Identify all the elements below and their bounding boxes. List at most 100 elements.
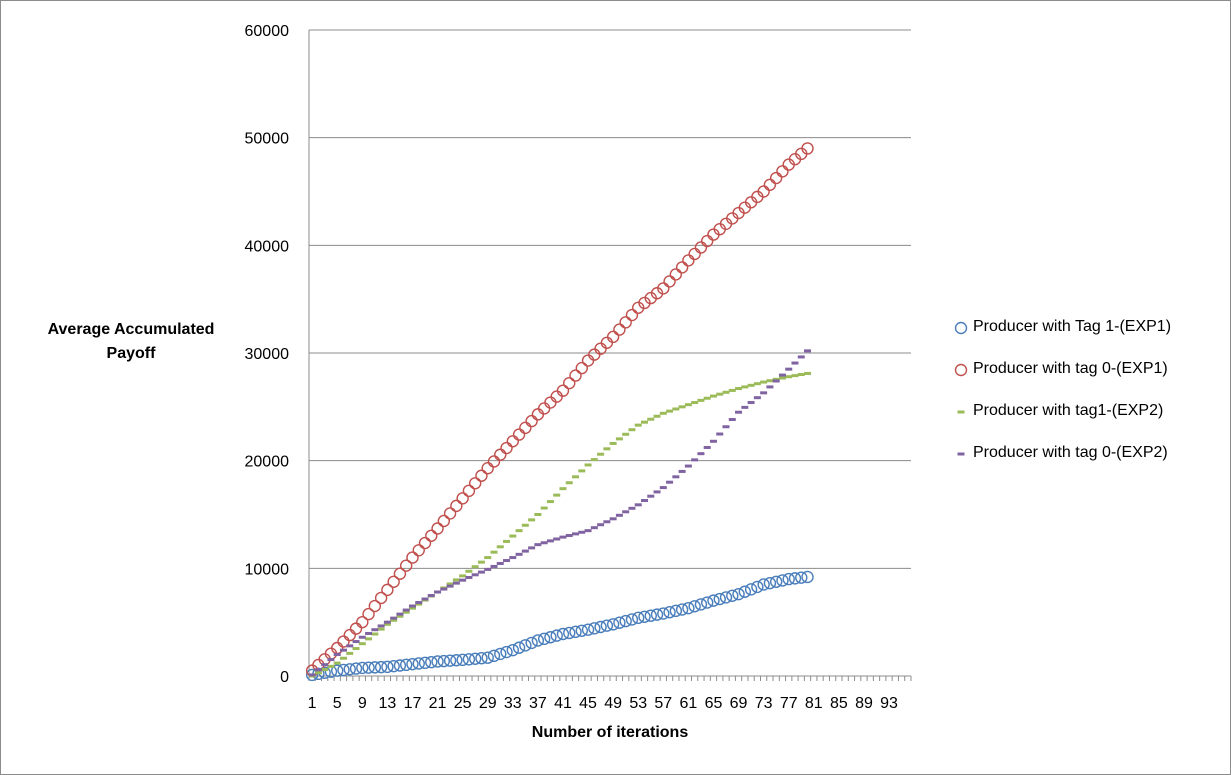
data-point (776, 165, 789, 178)
data-point (537, 402, 551, 415)
data-point (358, 635, 366, 639)
data-point (399, 658, 413, 672)
data-point (716, 392, 724, 396)
data-point (672, 407, 680, 411)
data-point (728, 388, 736, 392)
data-point (346, 651, 354, 655)
data-point (565, 533, 573, 537)
data-point (785, 375, 793, 379)
data-point (778, 376, 786, 380)
data-point (700, 234, 714, 248)
data-point (333, 652, 341, 656)
dash-marker-icon (957, 452, 965, 456)
data-point (525, 636, 538, 650)
data-point (333, 661, 341, 665)
data-point (559, 487, 567, 491)
data-point (487, 455, 501, 468)
series-1 (305, 142, 814, 677)
data-point (766, 379, 774, 383)
data-point (421, 597, 429, 601)
data-point (625, 613, 639, 626)
data-point (500, 645, 513, 659)
legend-dash-mark (957, 452, 965, 456)
data-point (606, 330, 620, 344)
data-point (688, 247, 701, 261)
data-point (644, 609, 657, 622)
data-point (553, 493, 561, 497)
data-point (622, 510, 630, 514)
x-tick-label: 69 (730, 695, 748, 712)
data-point (697, 398, 705, 402)
data-point (606, 618, 620, 631)
data-point (528, 546, 536, 550)
data-point (425, 655, 438, 669)
data-point (305, 668, 319, 682)
data-point (415, 601, 423, 605)
data-point (371, 628, 379, 632)
data-point (337, 635, 350, 648)
data-point (521, 549, 529, 553)
data-point (477, 570, 485, 574)
data-point (600, 619, 614, 632)
data-point (346, 644, 354, 648)
data-point (321, 663, 329, 667)
y-tick-label: 50000 (245, 131, 290, 148)
data-point (663, 606, 676, 619)
data-point (735, 387, 743, 391)
data-point (471, 565, 479, 569)
data-point (763, 576, 777, 590)
y-tick-label: 10000 (245, 561, 290, 578)
data-point (640, 420, 648, 424)
data-point (331, 664, 344, 677)
data-point (563, 626, 576, 640)
data-point (791, 361, 799, 365)
data-point (406, 657, 419, 671)
data-point (362, 661, 375, 674)
data-point (468, 477, 482, 490)
data-point (663, 275, 676, 288)
x-tick-label: 45 (579, 695, 597, 712)
x-tick-label: 65 (705, 695, 723, 712)
data-point (434, 590, 442, 594)
x-tick-label: 61 (679, 695, 697, 712)
x-tick-label: 57 (654, 695, 672, 712)
data-point (628, 506, 636, 510)
data-point (653, 490, 661, 494)
data-point (339, 656, 347, 660)
data-point (669, 604, 683, 618)
data-point (753, 396, 761, 400)
data-point (356, 661, 369, 675)
data-point (757, 185, 770, 198)
x-tick-label: 13 (378, 695, 396, 712)
axes (308, 30, 912, 681)
data-point (531, 408, 545, 421)
data-point (603, 520, 611, 524)
data-point (609, 517, 617, 521)
data-point (703, 445, 711, 449)
data-point (776, 574, 789, 587)
data-point (669, 268, 683, 281)
data-point (550, 629, 563, 642)
data-point (431, 655, 444, 668)
data-point (590, 526, 598, 530)
data-point (509, 556, 517, 560)
data-point (381, 583, 394, 597)
data-point (368, 661, 382, 674)
data-point (374, 660, 388, 674)
data-point (468, 652, 482, 665)
data-point (678, 405, 686, 409)
data-point (588, 622, 601, 635)
legend-circle-mark (954, 321, 968, 335)
legend-label: Producer with tag1-(EXP2) (973, 402, 1164, 419)
data-point (412, 544, 425, 557)
data-point (694, 598, 708, 611)
data-point (613, 323, 626, 336)
y-axis-label: Average Accumulated Payoff (47, 321, 215, 362)
data-point (653, 414, 661, 418)
data-point (613, 616, 626, 629)
data-point (797, 355, 805, 359)
data-point (722, 425, 730, 429)
data-point (657, 607, 670, 620)
data-point (747, 383, 755, 387)
data-point (390, 616, 398, 620)
